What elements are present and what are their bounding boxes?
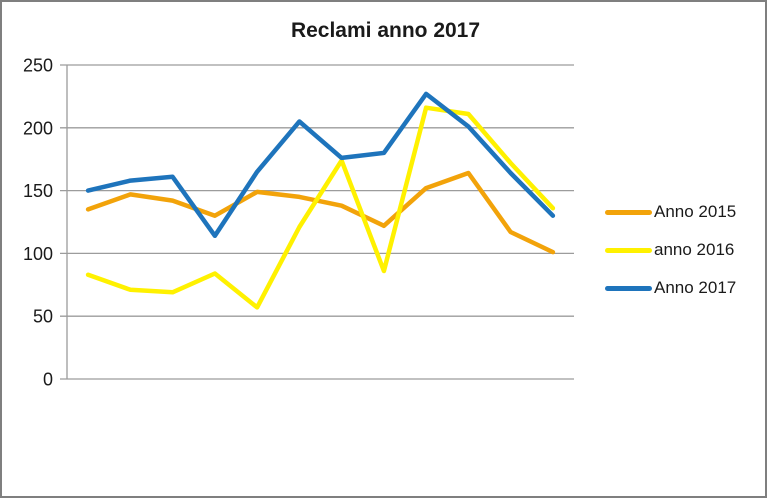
legend-item-anno-2016: anno 2016 (605, 231, 736, 269)
series-line-anno-2017 (85, 91, 556, 239)
series-line-anno-2016 (85, 105, 556, 310)
y-axis-label: 250 (23, 56, 53, 76)
legend-swatch-anno-2015-icon (605, 209, 652, 215)
legend-label-anno-2015: Anno 2015 (654, 202, 737, 221)
legend-swatch-anno-2017-icon (605, 285, 652, 291)
y-axis-label: 150 (23, 181, 53, 201)
series-line-anno-2015 (85, 170, 556, 255)
legend: Anno 2015 anno 2016 Anno 2017 (605, 193, 736, 307)
y-axis-label: 0 (43, 370, 53, 390)
legend-swatch-anno-2016-icon (605, 247, 652, 253)
y-axis-label: 50 (33, 307, 53, 327)
legend-item-anno-2015: Anno 2015 (605, 193, 736, 231)
y-axis-label: 200 (23, 118, 53, 138)
chart-title: Reclami anno 2017 (290, 19, 481, 42)
legend-label-anno-2017: Anno 2017 (654, 278, 737, 297)
legend-label-anno-2016: anno 2016 (654, 240, 735, 259)
legend-item-anno-2017: Anno 2017 (605, 269, 736, 307)
y-axis-label: 100 (23, 244, 53, 264)
